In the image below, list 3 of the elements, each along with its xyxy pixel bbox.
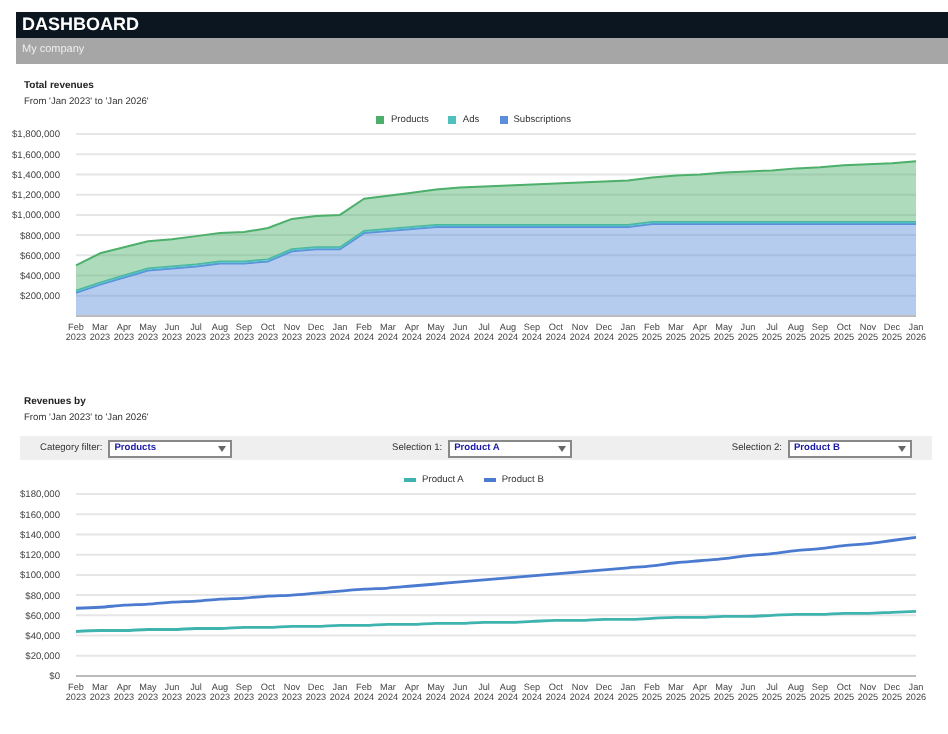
line-series [74, 536, 918, 610]
text: DASHBOARD [16, 12, 948, 38]
line-series [74, 609, 918, 633]
